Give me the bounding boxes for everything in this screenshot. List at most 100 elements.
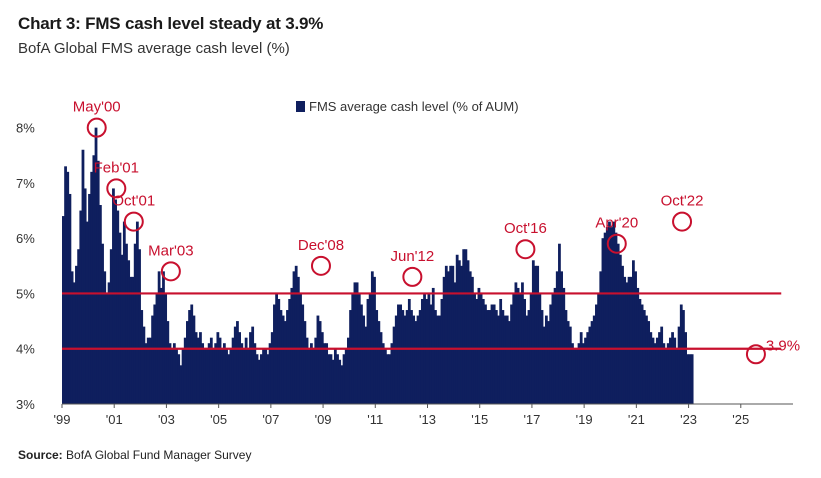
bar	[262, 348, 265, 404]
bar	[181, 348, 185, 404]
bar	[403, 315, 407, 404]
bar	[555, 271, 559, 404]
bar	[264, 348, 268, 404]
chart-subtitle: BofA Global FMS average cash level (%)	[18, 40, 290, 57]
annotation-circle	[745, 344, 766, 365]
bar	[671, 332, 674, 404]
bar	[397, 304, 400, 404]
bar	[440, 298, 444, 404]
bar	[638, 298, 642, 404]
bar	[462, 249, 466, 404]
bar	[612, 221, 616, 404]
bar	[101, 243, 104, 404]
bar	[103, 271, 107, 404]
bar	[392, 326, 396, 404]
bar	[490, 304, 494, 404]
bar	[199, 332, 202, 404]
bar	[605, 227, 609, 404]
bar	[436, 315, 439, 404]
bar	[249, 332, 252, 404]
bar	[218, 337, 222, 404]
bar	[270, 332, 274, 404]
annotation-circle	[515, 239, 536, 260]
bar	[98, 205, 102, 404]
bar	[375, 310, 379, 404]
bar	[438, 315, 442, 404]
bar	[690, 354, 694, 404]
bar	[268, 343, 272, 404]
bar	[333, 348, 337, 404]
bar	[536, 265, 540, 404]
bar	[140, 310, 144, 404]
bar	[666, 343, 670, 404]
bar	[236, 321, 239, 404]
bar	[642, 310, 646, 404]
annotation-label: Feb'01	[94, 159, 139, 176]
bar	[364, 326, 368, 404]
bar	[329, 354, 333, 404]
bar	[255, 354, 259, 404]
bar	[192, 315, 196, 404]
bar	[273, 304, 276, 404]
bar	[505, 315, 509, 404]
bar	[64, 166, 67, 404]
bar	[451, 265, 455, 404]
bar	[112, 188, 115, 404]
annotation-label: Oct'22	[661, 193, 704, 210]
bar	[431, 287, 435, 404]
bar	[573, 348, 577, 404]
bar	[610, 227, 614, 404]
bar	[562, 287, 566, 404]
bar	[481, 298, 485, 404]
bar	[377, 321, 381, 404]
bar	[664, 348, 668, 404]
reference-lines-group	[62, 292, 782, 350]
bar	[410, 310, 413, 404]
bar	[146, 337, 150, 404]
bar	[453, 282, 457, 404]
bar	[566, 321, 570, 404]
bar	[577, 343, 581, 404]
annotation-circle	[160, 261, 181, 282]
annotation-circle	[86, 117, 107, 138]
bar	[70, 271, 74, 404]
y-tick-label: 5%	[16, 286, 35, 301]
bar	[442, 276, 446, 404]
bar	[595, 304, 598, 404]
bar	[194, 332, 198, 404]
annotation-label: Mar'03	[148, 242, 193, 259]
bar	[540, 310, 544, 404]
bar	[312, 348, 315, 404]
bar	[564, 310, 568, 404]
x-tick-label: '05	[210, 412, 227, 427]
bar	[207, 343, 211, 404]
bar	[94, 127, 98, 404]
bar	[401, 310, 405, 404]
bar	[420, 298, 424, 404]
bar	[623, 276, 627, 404]
bar	[497, 315, 500, 404]
annotation-label: Jun'12	[390, 248, 434, 265]
bar	[360, 304, 363, 404]
bar	[521, 282, 524, 404]
bar	[601, 238, 605, 404]
bar	[558, 243, 561, 404]
bar	[323, 343, 326, 404]
bar	[381, 343, 385, 404]
bar	[342, 354, 346, 404]
bar	[159, 287, 163, 404]
bar	[418, 310, 422, 404]
bar	[503, 315, 507, 404]
bar	[179, 365, 183, 404]
bar	[475, 298, 479, 404]
bar	[144, 343, 148, 404]
bar	[653, 343, 657, 404]
bar	[277, 298, 281, 404]
annotation-circle	[606, 233, 627, 254]
bar	[673, 337, 677, 404]
bar	[77, 249, 81, 404]
bar	[229, 348, 233, 404]
bar	[571, 343, 574, 404]
y-tick-label: 6%	[16, 231, 35, 246]
bar	[603, 232, 607, 404]
